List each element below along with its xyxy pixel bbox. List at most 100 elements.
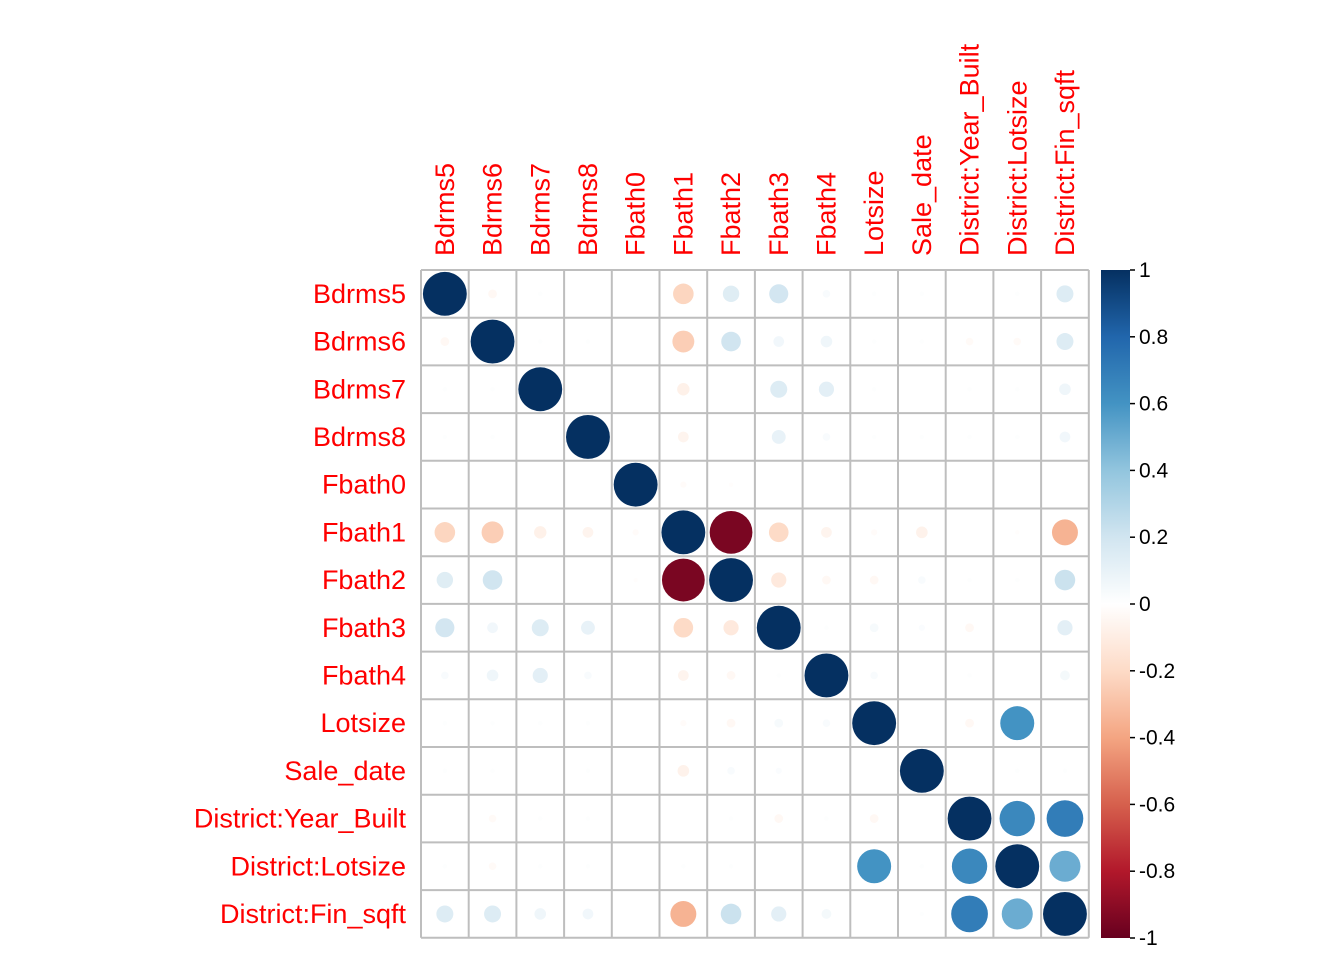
- column-label: Fbath2: [716, 172, 746, 256]
- corr-circle-Bdrms8-Lotsize: [871, 434, 877, 440]
- corr-circle-Fbath4-Bdrms7: [532, 667, 548, 684]
- corr-circle-Lotsize-District:Lotsize: [1000, 706, 1035, 741]
- column-label: Sale_date: [907, 134, 937, 256]
- corr-circle-District:Lotsize-District:Year_Built: [951, 848, 988, 884]
- corr-circle-Fbath4-Bdrms5: [441, 671, 449, 680]
- corr-circle-Fbath0-Fbath0: [613, 462, 658, 507]
- corr-circle-Fbath4-District:Fin_sqft: [1060, 670, 1070, 681]
- corr-circle-Bdrms8-Sale_date: [919, 434, 925, 440]
- row-label: District:Lotsize: [230, 851, 406, 881]
- corr-circle-Bdrms6-District:Lotsize: [1013, 337, 1022, 346]
- corr-circle-District:Fin_sqft-Fbath1: [670, 900, 697, 927]
- corr-circle-Lotsize-Fbath4: [822, 719, 831, 727]
- corr-circle-Fbath3-Sale_date: [918, 624, 925, 631]
- corr-circle-Fbath2-District:Fin_sqft: [1054, 569, 1076, 591]
- corr-circle-Bdrms7-Fbath4: [818, 381, 835, 397]
- corr-circle-Fbath3-Lotsize: [869, 623, 879, 633]
- corr-circle-Bdrms8-Fbath4: [822, 433, 831, 441]
- corr-circle-Bdrms7-Fbath1: [677, 383, 690, 396]
- corr-circle-Fbath2-District:Year_Built: [967, 577, 972, 583]
- row-label: Fbath4: [322, 660, 406, 690]
- corr-circle-Fbath4-Bdrms6: [486, 669, 499, 682]
- colorbar-tick-label: 0.2: [1139, 526, 1168, 549]
- corr-circle-Lotsize-Bdrms6: [490, 720, 495, 726]
- corr-circle-Lotsize-Fbath1: [680, 720, 687, 727]
- column-label: Bdrms6: [478, 163, 508, 256]
- corr-circle-Sale_date-Fbath2: [727, 767, 735, 775]
- corr-circle-Bdrms6-Bdrms5: [440, 337, 450, 346]
- corr-circle-Bdrms5-Bdrms7: [538, 291, 543, 297]
- corr-circle-Fbath1-Sale_date: [916, 526, 928, 539]
- corr-circle-District:Year_Built-Bdrms6: [488, 814, 497, 823]
- colorbar-tick-label: -1: [1139, 927, 1158, 950]
- corr-circle-District:Fin_sqft-Sale_date: [919, 911, 925, 917]
- row-labels: Bdrms5 Bdrms6 Bdrms7 Bdrms8 Fbath0 Fbath1 Fbat…: [194, 279, 407, 929]
- corr-circle-Fbath3-Fbath3: [756, 605, 801, 650]
- corr-circle-Fbath2-Fbath2: [709, 558, 753, 602]
- corr-circle-Sale_date-District:Lotsize: [1015, 768, 1020, 774]
- column-label: District:Year_Built: [955, 43, 985, 256]
- column-label: Bdrms5: [430, 163, 460, 256]
- corr-circle-District:Fin_sqft-Fbath2: [720, 903, 742, 925]
- corr-circle-Sale_date-Bdrms5: [442, 768, 448, 774]
- row-label: District:Year_Built: [194, 804, 407, 834]
- corr-circle-Fbath0-Fbath2: [728, 482, 734, 487]
- column-label: District:Lotsize: [1002, 80, 1032, 256]
- corr-circle-Fbath4-Fbath1: [677, 670, 689, 681]
- corr-circle-District:Year_Built-Bdrms8: [585, 816, 591, 821]
- corr-circle-Fbath1-Lotsize: [871, 529, 878, 536]
- row-label: Fbath3: [322, 613, 406, 643]
- column-label: Lotsize: [859, 170, 889, 256]
- column-label: Fbath1: [668, 172, 698, 256]
- corr-circle-Bdrms6-Bdrms7: [538, 339, 543, 344]
- row-label: Fbath1: [322, 517, 406, 547]
- row-label: Fbath0: [322, 470, 406, 500]
- colorbar-gradient: [1101, 270, 1130, 938]
- corr-circle-Bdrms8-District:Fin_sqft: [1059, 431, 1071, 443]
- row-label: Fbath2: [322, 565, 406, 595]
- corr-circle-District:Lotsize-Fbath2: [728, 864, 734, 869]
- corr-circle-Fbath1-Fbath4: [821, 526, 832, 538]
- corr-circle-Fbath2-Sale_date: [918, 576, 926, 584]
- column-labels: Bdrms5 Bdrms6 Bdrms7 Bdrms8 Fbath0 Fbath1 Fbat…: [430, 43, 1080, 256]
- corr-circle-Fbath3-Bdrms6: [487, 622, 498, 634]
- corr-circle-Bdrms8-Fbath3: [771, 430, 786, 444]
- corr-circle-Fbath2-Fbath3: [771, 572, 787, 588]
- corr-circle-Bdrms6-Lotsize: [871, 339, 877, 344]
- corr-circle-Bdrms6-District:Fin_sqft: [1056, 333, 1074, 351]
- corr-circle-Fbath4-Lotsize: [870, 671, 878, 680]
- corr-circle-Bdrms5-District:Lotsize: [1015, 291, 1020, 297]
- corr-circle-Fbath1-Bdrms6: [481, 521, 504, 544]
- corr-circle-Fbath2-Fbath0: [633, 577, 638, 583]
- corr-circle-Fbath2-District:Lotsize: [1015, 577, 1020, 583]
- corr-circle-Sale_date-Fbath3: [775, 767, 782, 774]
- corr-circle-District:Year_Built-Lotsize: [869, 814, 879, 823]
- corr-circle-Bdrms7-District:Year_Built: [967, 387, 972, 392]
- column-label: Bdrms7: [525, 163, 555, 256]
- corr-circle-Fbath4-Bdrms8: [584, 671, 592, 680]
- row-label: Sale_date: [284, 756, 406, 786]
- colorbar-tick-label: 0.4: [1139, 459, 1169, 482]
- corr-circle-Fbath0-Fbath1: [680, 481, 687, 488]
- corr-circle-District:Fin_sqft-Fbath3: [771, 906, 787, 922]
- corr-circle-Bdrms7-Bdrms6: [490, 387, 495, 392]
- corr-circle-Bdrms8-District:Year_Built: [967, 434, 972, 440]
- corr-circle-Bdrms5-Fbath2: [722, 285, 740, 303]
- corr-circle-District:Fin_sqft-Bdrms7: [534, 908, 547, 920]
- corr-circle-Fbath4-District:Year_Built: [967, 673, 972, 678]
- corr-circle-Bdrms5-Bdrms5: [422, 271, 467, 316]
- corr-circle-District:Lotsize-Bdrms7: [538, 864, 543, 869]
- correlation-circles: [422, 271, 1087, 936]
- corr-circle-Fbath3-District:Fin_sqft: [1057, 620, 1073, 636]
- corr-circle-Lotsize-District:Year_Built: [965, 718, 974, 728]
- corr-circle-Fbath1-Fbath3: [768, 522, 789, 543]
- corr-circle-District:Year_Built-Fbath4: [824, 816, 829, 821]
- corr-circle-District:Year_Built-Fbath2: [728, 816, 734, 821]
- corr-circle-District:Lotsize-Bdrms5: [442, 864, 448, 869]
- corr-circle-Bdrms7-District:Fin_sqft: [1059, 383, 1071, 396]
- corr-circle-Bdrms8-Bdrms8: [566, 415, 610, 459]
- corr-circle-Lotsize-Bdrms8: [585, 720, 591, 726]
- corr-circle-Fbath4-Fbath2: [726, 671, 736, 680]
- corr-circle-Fbath3-Bdrms8: [581, 620, 595, 635]
